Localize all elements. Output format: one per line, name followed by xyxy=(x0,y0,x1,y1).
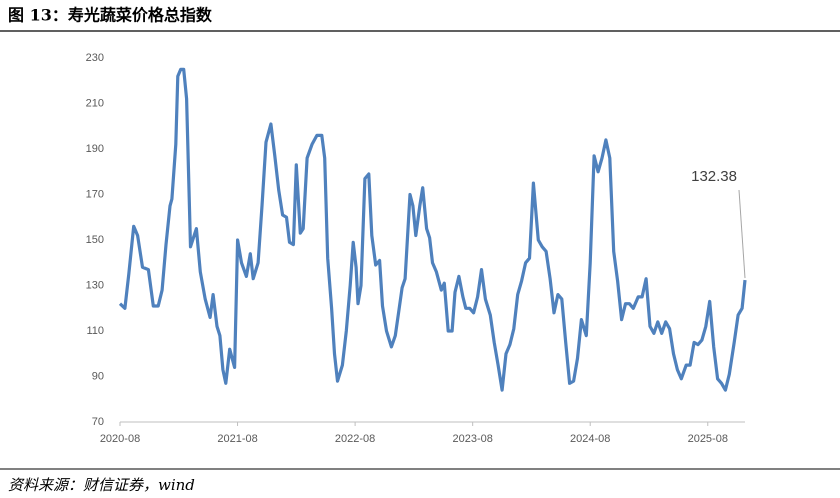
x-tick-label: 2024-08 xyxy=(570,433,610,445)
y-tick-label: 70 xyxy=(92,416,104,428)
x-tick-label: 2022-08 xyxy=(335,433,375,445)
x-tick-label: 2025-08 xyxy=(688,433,728,445)
value-annotation: 132.38 xyxy=(691,168,737,185)
source-note: 资料来源：财信证券，wind xyxy=(8,476,195,494)
y-tick-label: 230 xyxy=(86,52,104,64)
annotation-leader xyxy=(738,189,746,279)
y-tick-label: 190 xyxy=(86,143,104,155)
x-tick-label: 2020-08 xyxy=(100,433,140,445)
y-tick-label: 90 xyxy=(92,370,104,382)
data-line xyxy=(118,67,747,392)
x-tick-label: 2023-08 xyxy=(452,433,492,445)
y-tick-label: 170 xyxy=(86,188,104,200)
y-tick-label: 150 xyxy=(86,234,104,246)
x-tick-label: 2021-08 xyxy=(217,433,257,445)
y-tick-label: 130 xyxy=(86,279,104,291)
y-tick-label: 210 xyxy=(86,97,104,109)
chart-title: 图 13：寿光蔬菜价格总指数 xyxy=(8,6,213,25)
y-tick-label: 110 xyxy=(86,325,104,337)
